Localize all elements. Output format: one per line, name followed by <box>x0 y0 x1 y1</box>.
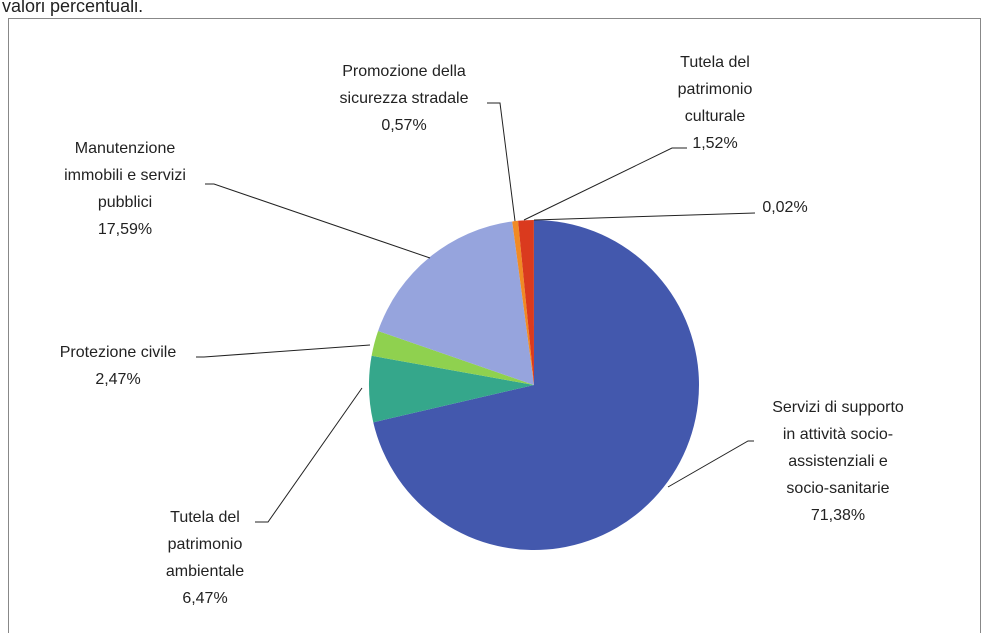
slice-label-line: Tutela del <box>170 509 240 526</box>
slice-label-line: Servizi di supporto <box>772 399 904 416</box>
slice-value-label: 6,47% <box>182 590 227 607</box>
slice-label: Tutela del patrimonio ambientale 6,47% <box>166 509 244 607</box>
slice-label-line: Protezione civile <box>60 344 177 361</box>
slice-label-line: Promozione della <box>342 63 466 80</box>
slice-value-label: 0,57% <box>381 117 426 134</box>
leader-line <box>667 440 754 488</box>
slice-label-line: assistenziali e <box>788 453 888 470</box>
slice-label-line: patrimonio <box>678 81 753 98</box>
leader-line <box>523 147 687 221</box>
slice-label: Protezione civile 2,47% <box>60 344 177 388</box>
slice-value-label: 1,52% <box>692 135 737 152</box>
slice-label-line: patrimonio <box>168 536 243 553</box>
slice-label-line: pubblici <box>98 194 152 211</box>
slice-value-label: 2,47% <box>95 371 140 388</box>
slice-label: 0,02% <box>762 199 807 216</box>
pie-slice <box>512 220 534 385</box>
slice-value-label: 71,38% <box>811 507 865 524</box>
slice-value-label: 17,59% <box>98 221 152 238</box>
slice-label: Promozione della sicurezza stradale 0,57% <box>340 63 469 134</box>
slice-value-label: 0,02% <box>762 199 807 216</box>
slice-label-line: ambientale <box>166 563 244 580</box>
pie-slice <box>518 220 534 385</box>
leader-line <box>533 212 756 221</box>
slice-label: Servizi di supporto in attività socio-ass… <box>772 399 904 524</box>
slice-label-line: in attività socio- <box>783 426 893 443</box>
slice-label-line: immobili e servizi <box>64 167 186 184</box>
pie-slice <box>368 355 534 423</box>
slice-label-line: socio-sanitarie <box>786 480 889 497</box>
leader-line <box>205 183 431 259</box>
pie-slice <box>371 331 534 385</box>
slice-label-line: Manutenzione <box>75 140 176 157</box>
slice-label: Tutela del patrimonio culturale 1,52% <box>678 54 753 152</box>
caption: valori percentuali. <box>2 0 143 16</box>
slice-label: Manutenzione immobili e servizi pubblici 17… <box>64 140 186 238</box>
leader-line <box>196 344 371 358</box>
leader-line <box>487 102 516 222</box>
pie-slice <box>373 220 699 551</box>
pie-slice <box>378 221 534 385</box>
slice-label-line: culturale <box>685 108 746 125</box>
leader-line <box>255 387 363 523</box>
slice-label-line: Tutela del <box>680 54 750 71</box>
slice-label-line: sicurezza stradale <box>340 90 469 107</box>
